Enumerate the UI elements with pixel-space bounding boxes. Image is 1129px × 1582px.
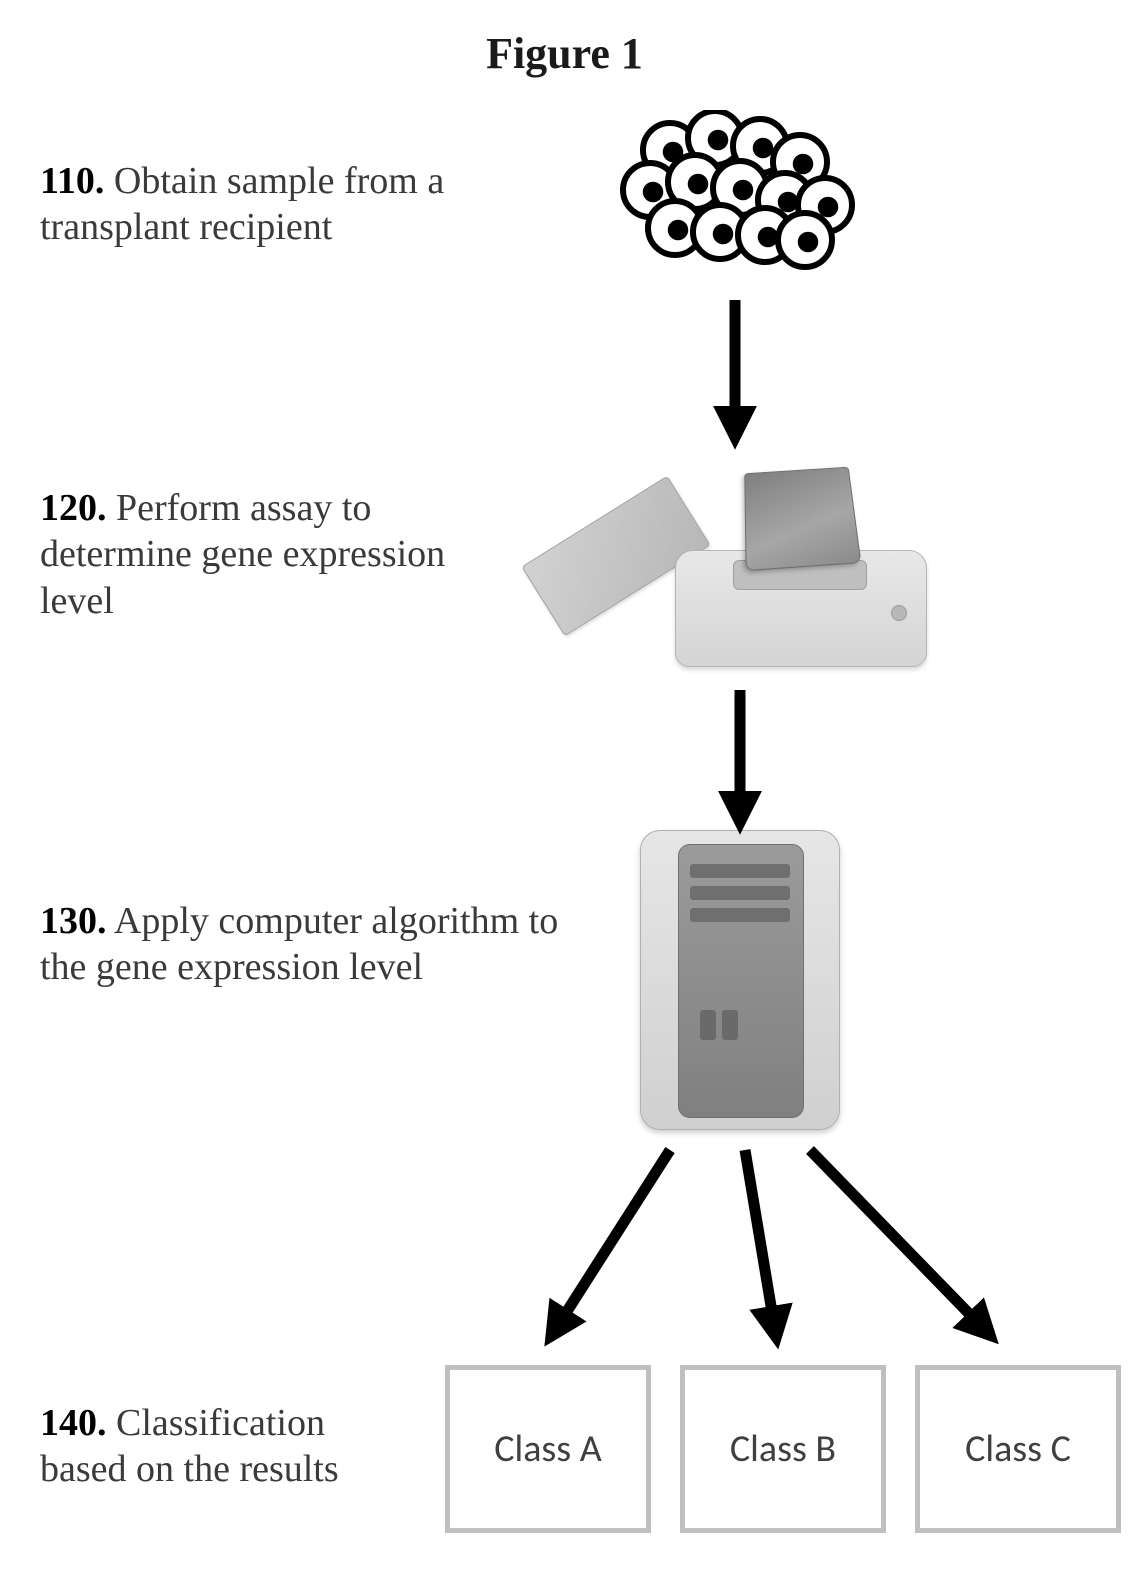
cells-icon (600, 110, 870, 290)
class-box-a: Class A (445, 1365, 651, 1533)
class-box-c: Class C (915, 1365, 1121, 1533)
assay-icon (530, 435, 930, 695)
step-3-number: 130. (40, 900, 107, 942)
step-2-number: 120. (40, 487, 107, 529)
step-2-text: 120. Perform assay to determine gene exp… (40, 485, 480, 624)
step-3-text: 130. Apply computer algorithm to the gen… (40, 898, 600, 991)
step-4-number: 140. (40, 1402, 107, 1444)
class-a-label: Class A (494, 1426, 602, 1472)
computer-tower-icon (640, 830, 840, 1130)
figure-title: Figure 1 (0, 28, 1129, 79)
step-1-number: 110. (40, 160, 104, 202)
class-b-label: Class B (730, 1426, 836, 1472)
step-1-text: 110. Obtain sample from a transplant rec… (40, 158, 520, 251)
step-4-text: 140. Classification based on the results (40, 1400, 400, 1493)
assay-machine-icon (675, 465, 925, 665)
step-3-label: Apply computer algorithm to the gene exp… (40, 900, 558, 988)
class-c-label: Class C (965, 1426, 1071, 1472)
class-box-b: Class B (680, 1365, 886, 1533)
